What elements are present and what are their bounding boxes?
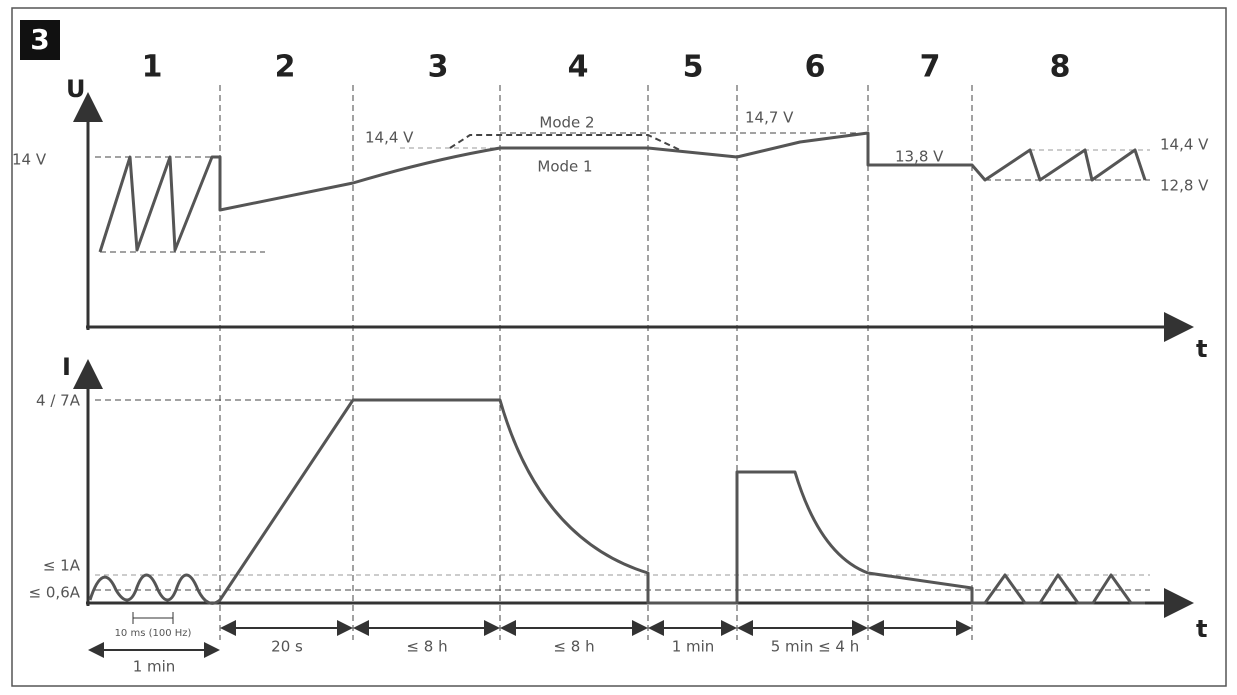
duration-label: ≤ 8 h <box>406 638 447 656</box>
duration-label: ≤ 8 h <box>553 638 594 656</box>
axis-label: t <box>1196 615 1207 643</box>
stage-number: 5 <box>683 50 704 85</box>
frame <box>11 7 1227 687</box>
current-label: ≤ 1A <box>43 557 81 575</box>
stage-number: 2 <box>275 50 296 85</box>
axis-label: I <box>62 353 71 381</box>
current-label: 4 / 7A <box>36 392 81 410</box>
guides <box>95 132 1150 253</box>
duration-label: 1 min <box>672 638 715 656</box>
duration-arrows <box>88 612 972 658</box>
stage-number: 1 <box>142 50 163 85</box>
axis-label: t <box>1196 335 1207 363</box>
duration-label: 5 min ≤ 4 h <box>771 638 860 656</box>
duration-label: 20 s <box>271 638 303 656</box>
pulse-label: 10 ms (100 Hz) <box>115 628 192 639</box>
voltage-label: 14,7 V <box>745 109 794 127</box>
stage-dividers <box>219 85 973 640</box>
current-curve <box>88 398 1145 605</box>
axis-label: U <box>66 75 86 103</box>
voltage-curve <box>98 131 1147 253</box>
stage-number: 6 <box>805 50 826 85</box>
voltage-label: 14,4 V <box>1160 136 1209 154</box>
badge-box <box>20 20 60 60</box>
voltage-label: 14 V <box>12 151 47 169</box>
voltage-label: Mode 2 <box>539 114 594 132</box>
voltage-label: Mode 1 <box>537 158 592 176</box>
stage-number: 7 <box>920 50 941 85</box>
current-label: ≤ 0,6A <box>29 584 81 602</box>
stage-number: 4 <box>568 50 589 85</box>
voltage-label: 14,4 V <box>365 129 414 147</box>
voltage-label: 13,8 V <box>895 148 944 166</box>
stage-number: 8 <box>1050 50 1071 85</box>
guides <box>95 399 1150 591</box>
voltage-label: 12,8 V <box>1160 177 1209 195</box>
duration-label: 1 min <box>133 658 176 676</box>
stage-number: 3 <box>428 50 449 85</box>
badge: 3 <box>30 23 49 56</box>
